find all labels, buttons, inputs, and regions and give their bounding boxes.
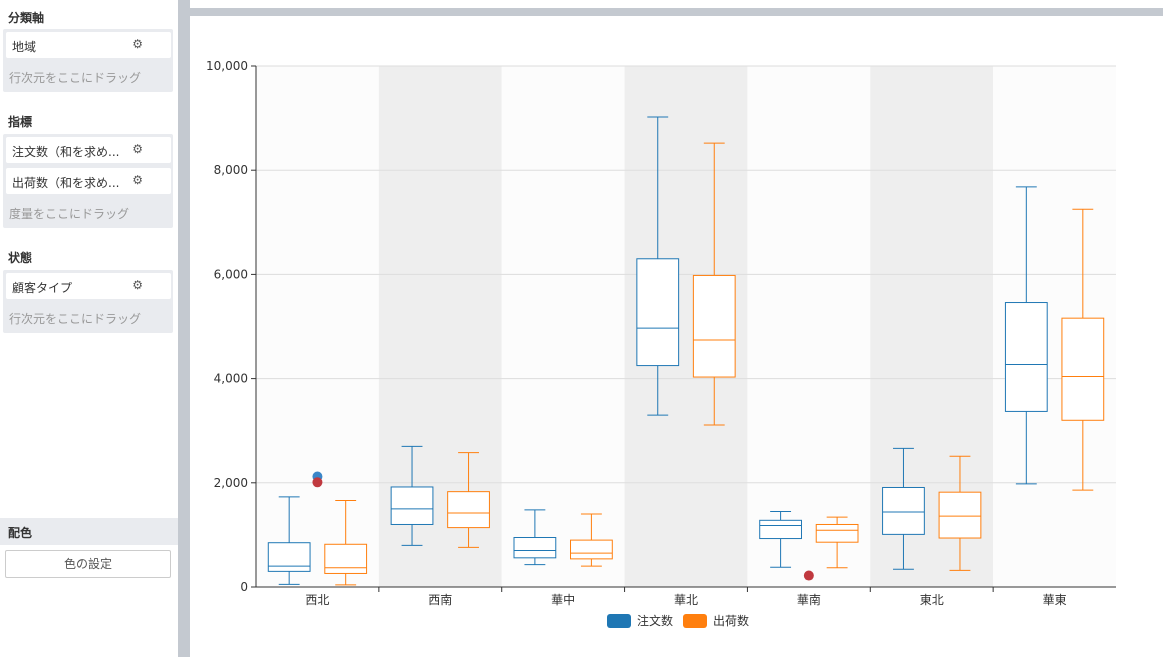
metrics-drop-hint: 度量をここにドラッグ — [9, 207, 130, 221]
legend-label: 注文数 — [637, 614, 674, 628]
x-tick-label: 東北 — [920, 593, 944, 606]
metrics-title: 指標 — [8, 115, 33, 129]
field-orders[interactable]: 注文数（和を求め... ⚙ — [6, 137, 171, 163]
y-tick-label: 4,000 — [214, 372, 248, 386]
legend-item-shipments[interactable]: 出荷数 — [683, 612, 749, 629]
y-tick-label: 8,000 — [214, 163, 248, 177]
x-tick-label: 華中 — [551, 592, 575, 606]
box — [815, 523, 859, 543]
chart-area: 0 2,000 4,000 6,000 8,000 10,000 西北 西南 華中 華北 華南 東北 華… — [190, 16, 1163, 657]
x-tick-label: 華東 — [1043, 593, 1067, 606]
box — [938, 491, 982, 539]
y-tick-label: 6,000 — [214, 267, 248, 281]
box — [1061, 317, 1105, 421]
field-customer-type[interactable]: 顧客タイプ ⚙ — [6, 273, 171, 299]
x-tick-label: 華北 — [674, 593, 698, 606]
box — [513, 537, 557, 559]
boxplot-chart: 0 2,000 4,000 6,000 8,000 10,000 西北 西南 華中 華北 華南 東北 華… — [206, 59, 1116, 606]
sidebar: 分類軸 地域 ⚙ 行次元をここにドラッグ 指標 注文数（和を求め... ⚙ 出荷… — [0, 0, 178, 657]
top-bar — [190, 8, 1163, 16]
box — [692, 274, 736, 378]
box — [390, 486, 434, 525]
outlier-point — [312, 477, 323, 488]
legend-swatch — [683, 613, 707, 628]
box — [636, 258, 680, 367]
gear-icon[interactable]: ⚙ — [132, 142, 143, 156]
field-label: 注文数（和を求め... — [12, 145, 120, 159]
category-band — [501, 66, 625, 587]
y-tick-label: 0 — [240, 580, 248, 594]
box — [324, 543, 368, 574]
legend: 注文数 出荷数 — [190, 612, 1163, 632]
color-title: 配色 — [8, 526, 33, 540]
x-tick-label: 華南 — [797, 592, 821, 606]
outlier-point — [803, 570, 814, 581]
y-tick-label: 2,000 — [214, 476, 248, 490]
category-axis-well[interactable]: 地域 ⚙ 行次元をここにドラッグ — [3, 29, 173, 92]
legend-label: 出荷数 — [713, 614, 750, 628]
field-label: 出荷数（和を求め... — [12, 176, 120, 190]
category-axis-title: 分類軸 — [8, 11, 45, 25]
x-tick-label: 西南 — [428, 592, 452, 606]
category-drop-hint: 行次元をここにドラッグ — [9, 71, 142, 85]
state-well[interactable]: 顧客タイプ ⚙ 行次元をここにドラッグ — [3, 270, 173, 333]
category-band — [747, 66, 871, 587]
box — [267, 542, 311, 572]
box — [759, 519, 802, 540]
gear-icon[interactable]: ⚙ — [132, 37, 143, 51]
field-label: 顧客タイプ — [12, 281, 73, 295]
state-title: 状態 — [8, 251, 33, 265]
color-settings-button[interactable]: 色の設定 — [5, 550, 171, 578]
x-tick-label: 西北 — [305, 593, 329, 606]
panel-divider[interactable] — [178, 0, 190, 657]
metrics-well[interactable]: 注文数（和を求め... ⚙ 出荷数（和を求め... ⚙ 度量をここにドラッグ — [3, 134, 173, 228]
color-header: 配色 — [0, 518, 178, 545]
legend-item-orders[interactable]: 注文数 — [607, 612, 673, 629]
category-band — [256, 66, 379, 587]
box — [1004, 302, 1048, 412]
legend-swatch — [607, 613, 631, 628]
field-label: 地域 — [12, 40, 37, 54]
field-shipments[interactable]: 出荷数（和を求め... ⚙ — [6, 168, 171, 194]
box — [447, 491, 490, 529]
gear-icon[interactable]: ⚙ — [132, 173, 143, 187]
box — [570, 539, 613, 560]
box — [882, 486, 925, 535]
state-drop-hint: 行次元をここにドラッグ — [9, 312, 142, 326]
y-tick-label: 10,000 — [206, 59, 248, 73]
gear-icon[interactable]: ⚙ — [132, 278, 143, 292]
field-region[interactable]: 地域 ⚙ — [6, 32, 171, 58]
